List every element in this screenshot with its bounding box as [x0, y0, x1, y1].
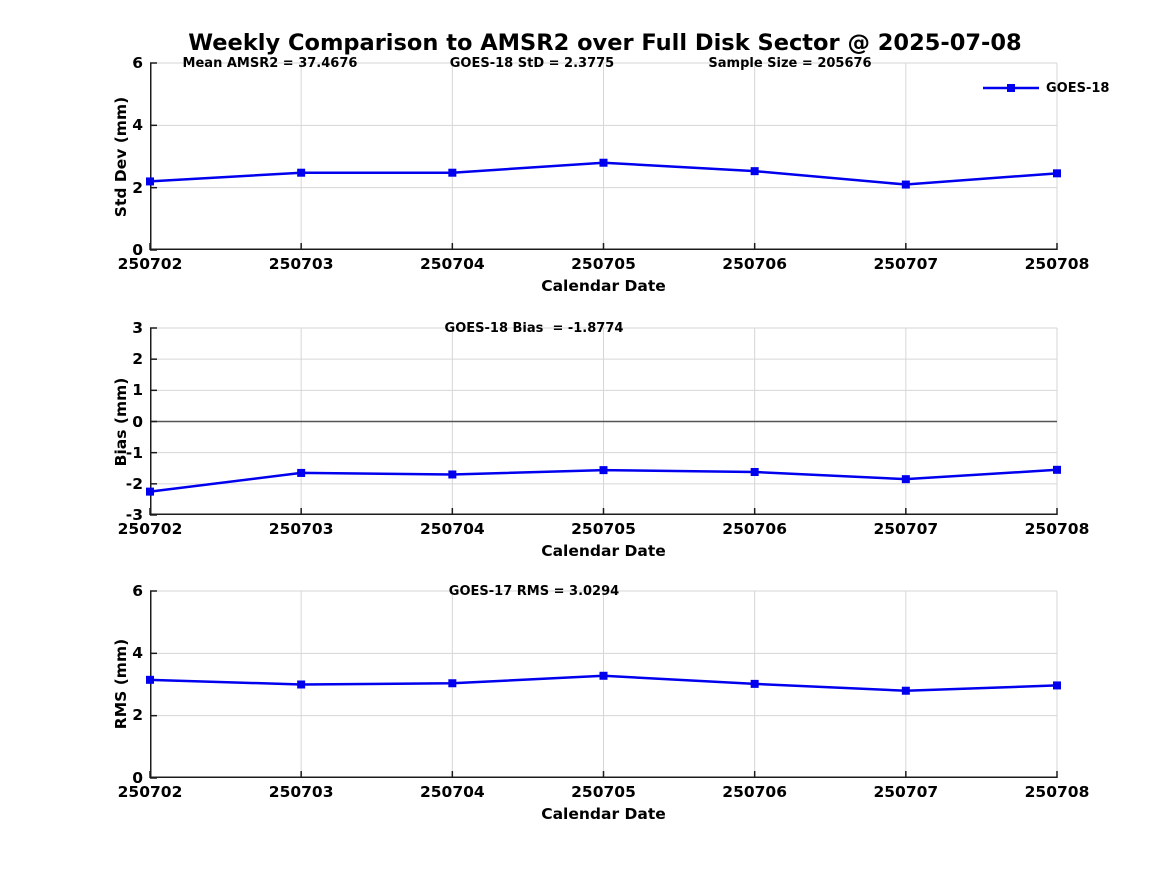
y-tick-label: 2 — [132, 350, 143, 369]
y-tick-label: 6 — [132, 581, 143, 600]
y-tick-label: 6 — [132, 54, 143, 72]
x-tick-label: 250703 — [268, 782, 334, 801]
bias-marker — [146, 487, 154, 496]
rms-marker — [448, 678, 457, 687]
x-tick-label: 250704 — [419, 520, 485, 538]
x-tick-label: 250706 — [722, 520, 788, 538]
x-tick-label: 250704 — [419, 255, 485, 273]
std-dev-marker — [750, 167, 759, 176]
x-tick-label: 250702 — [117, 520, 183, 538]
x-axis-label: Calendar Date — [541, 804, 666, 823]
bias-annotation: GOES-18 Bias = -1.8774 — [444, 321, 624, 336]
y-tick-label: 0 — [132, 241, 143, 259]
legend: GOES-18 — [983, 79, 1109, 97]
rms-marker — [750, 679, 759, 688]
x-tick-label: 250706 — [722, 782, 788, 801]
x-tick-label: 250702 — [117, 255, 183, 273]
y-axis-label: RMS (mm) — [112, 638, 130, 730]
y-tick-label: 3 — [132, 319, 143, 337]
std-dev-marker — [146, 177, 154, 186]
std-dev-annotation: GOES-18 StD = 2.3775 — [449, 56, 615, 71]
x-tick-label: 250707 — [873, 520, 939, 538]
legend-label: GOES-18 — [1046, 80, 1110, 96]
x-tick-label: 250704 — [419, 782, 485, 801]
y-tick-label: -3 — [125, 506, 143, 524]
std-dev-annotation: Sample Size = 205676 — [708, 56, 872, 71]
std-dev-marker — [1053, 169, 1061, 178]
x-axis-label: Calendar Date — [541, 542, 666, 560]
y-tick-label: 0 — [132, 412, 143, 431]
y-tick-label: -1 — [125, 443, 143, 462]
bias-marker — [750, 467, 759, 476]
bias-marker — [599, 466, 608, 475]
y-tick-label: 1 — [132, 381, 143, 400]
bias-marker — [297, 468, 306, 477]
legend-line-icon — [983, 84, 1039, 92]
bias-marker — [448, 470, 457, 479]
x-tick-label: 250707 — [873, 255, 939, 273]
x-tick-label: 250705 — [571, 520, 636, 538]
y-tick-label: -2 — [125, 474, 143, 493]
std-dev-marker — [901, 180, 910, 189]
x-tick-label: 250707 — [873, 782, 939, 801]
rms-marker — [1053, 680, 1061, 689]
std-dev-marker — [448, 168, 457, 177]
bias-marker — [1053, 465, 1061, 474]
plot-area — [146, 62, 1061, 251]
y-tick-label: 2 — [132, 706, 143, 725]
x-tick-label: 250705 — [571, 255, 636, 273]
rms-marker — [599, 671, 608, 680]
x-tick-label: 250702 — [117, 782, 183, 801]
rms-marker — [901, 686, 910, 695]
y-tick-label: 4 — [132, 643, 143, 662]
bias-marker — [901, 475, 910, 484]
bias-plot-svg — [146, 327, 1061, 516]
y-tick-label: 2 — [132, 178, 143, 197]
plot-area — [146, 327, 1061, 516]
std-dev-annotation: Mean AMSR2 = 37.4676 — [182, 56, 358, 71]
y-tick-label: 4 — [132, 116, 143, 135]
rms-marker — [146, 675, 154, 684]
x-tick-label: 250706 — [722, 255, 788, 273]
std-dev-plot-svg — [146, 62, 1061, 251]
rms-plot-svg — [146, 589, 1061, 779]
rms-annotation: GOES-17 RMS = 3.0294 — [448, 583, 620, 599]
x-axis-label: Calendar Date — [541, 277, 666, 295]
x-tick-label: 250703 — [268, 520, 334, 538]
std-dev-marker — [297, 168, 306, 177]
x-tick-label: 250703 — [268, 255, 334, 273]
x-tick-label: 250705 — [571, 782, 636, 801]
rms-marker — [297, 680, 306, 688]
std-dev-marker — [599, 158, 608, 167]
x-tick-label: 250708 — [1024, 782, 1090, 801]
y-tick-label: 0 — [132, 768, 143, 787]
chart-title: Weekly Comparison to AMSR2 over Full Dis… — [188, 30, 1022, 56]
plot-area — [146, 589, 1061, 779]
y-axis-label: Std Dev (mm) — [112, 96, 130, 217]
x-tick-label: 250708 — [1024, 255, 1090, 273]
x-tick-label: 250708 — [1024, 520, 1090, 538]
